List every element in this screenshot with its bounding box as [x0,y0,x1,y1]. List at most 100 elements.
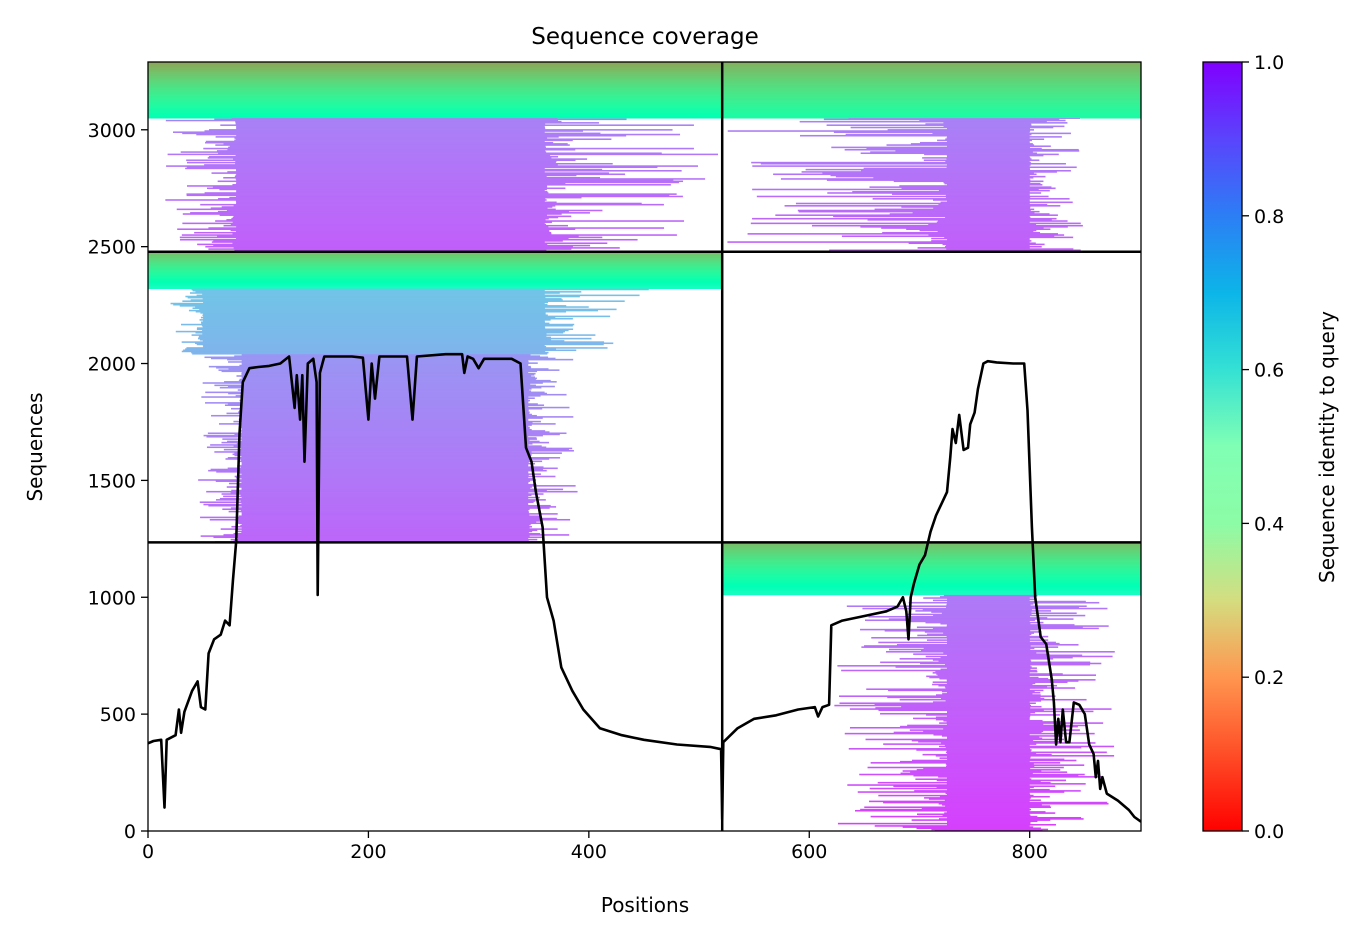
heatmap-row [926,675,1030,678]
heatmap-row [196,328,574,331]
heatmap-row [940,201,1073,204]
heatmap-row [191,288,649,291]
heatmap-row [946,654,1083,657]
heatmap-row [722,70,1141,72]
heatmap-row [933,733,1030,736]
heatmap-row [203,434,543,437]
heatmap-row [239,399,530,402]
heatmap-row [947,758,1065,761]
heatmap-row [231,525,532,528]
heatmap-row [942,804,1042,806]
colorbar-tick-label: 0.8 [1254,206,1284,228]
heatmap-band [198,354,578,543]
heatmap-row [920,649,1049,652]
heatmap-row [912,759,1077,762]
heatmap-row [203,315,611,318]
heatmap-row [228,510,529,513]
heatmap-row [179,238,638,241]
heatmap-row [752,165,1030,167]
heatmap-row [197,337,592,340]
heatmap-row [148,263,723,265]
heatmap-row [937,674,1096,676]
heatmap-blocks [148,62,1141,831]
heatmap-row [241,421,533,424]
heatmap-row [722,115,1141,118]
heatmap-row [883,801,1108,804]
heatmap-row [195,291,582,293]
heatmap-row [945,160,1030,163]
heatmap-row [206,490,578,493]
heatmap-row [235,160,557,163]
heatmap-row [909,729,1080,731]
heatmap-row [186,161,556,164]
heatmap-row [240,466,544,468]
heatmap-row [784,205,1061,207]
heatmap-row [196,327,546,329]
heatmap-row [917,247,1030,249]
heatmap-row [946,604,1031,606]
heatmap-row [191,351,549,354]
heatmap-row [148,113,723,115]
heatmap-row [945,663,1091,666]
heatmap-row [148,97,723,99]
heatmap-row [233,445,542,447]
heatmap-row [722,552,1141,555]
heatmap-row [862,607,1108,610]
heatmap-row [240,524,530,527]
heatmap-row [727,241,1030,243]
heatmap-row [936,221,1030,223]
heatmap-row [148,104,723,106]
heatmap-row [722,107,1141,110]
heatmap-row [196,294,640,297]
heatmap-row [866,688,1030,690]
heatmap-row [202,340,565,342]
heatmap-row [179,305,567,307]
heatmap-row [947,710,1094,713]
heatmap-row [236,375,532,377]
heatmap-row [205,140,545,143]
heatmap-row [241,360,529,362]
heatmap-row [219,386,542,389]
heatmap-row [947,823,1056,826]
heatmap-row [941,690,1035,693]
heatmap-row [199,319,551,321]
heatmap-row [881,227,1044,229]
heatmap-row [946,765,1035,768]
colorbar-tick-label: 0.0 [1254,821,1284,843]
heatmap-row [227,148,576,151]
heatmap-row [218,198,546,200]
heatmap-row [878,794,1034,797]
heatmap-row [216,471,529,473]
heatmap-row [722,577,1141,579]
x-tick-label: 200 [350,841,386,863]
heatmap-row [849,726,1061,729]
heatmap-row [218,152,662,155]
heatmap-row [837,665,1031,667]
heatmap-row [834,704,1032,707]
heatmap-row [148,64,723,66]
colorbar-tick-label: 0.2 [1254,667,1284,689]
heatmap-row [919,229,1037,232]
heatmap-row [722,63,1141,65]
heatmap-row [722,548,1141,550]
heatmap-row [177,228,576,230]
heatmap-row [722,86,1141,89]
heatmap-row [891,193,1030,195]
heatmap-row [199,308,617,311]
heatmap-row [148,77,723,79]
heatmap-row [148,277,723,279]
heatmap-row [857,791,1065,793]
heatmap-row [241,376,535,378]
heatmap-row [241,419,529,422]
heatmap-row [148,284,723,286]
heatmap-row [241,439,530,442]
heatmap-row [722,568,1141,570]
heatmap-row [915,778,1032,780]
heatmap-row [940,668,1031,671]
heatmap-row [844,732,1095,735]
heatmap-row [186,159,576,162]
heatmap-row [241,529,538,532]
heatmap-row [228,146,546,149]
heatmap-row [798,210,1040,213]
heatmap-row [226,219,546,221]
